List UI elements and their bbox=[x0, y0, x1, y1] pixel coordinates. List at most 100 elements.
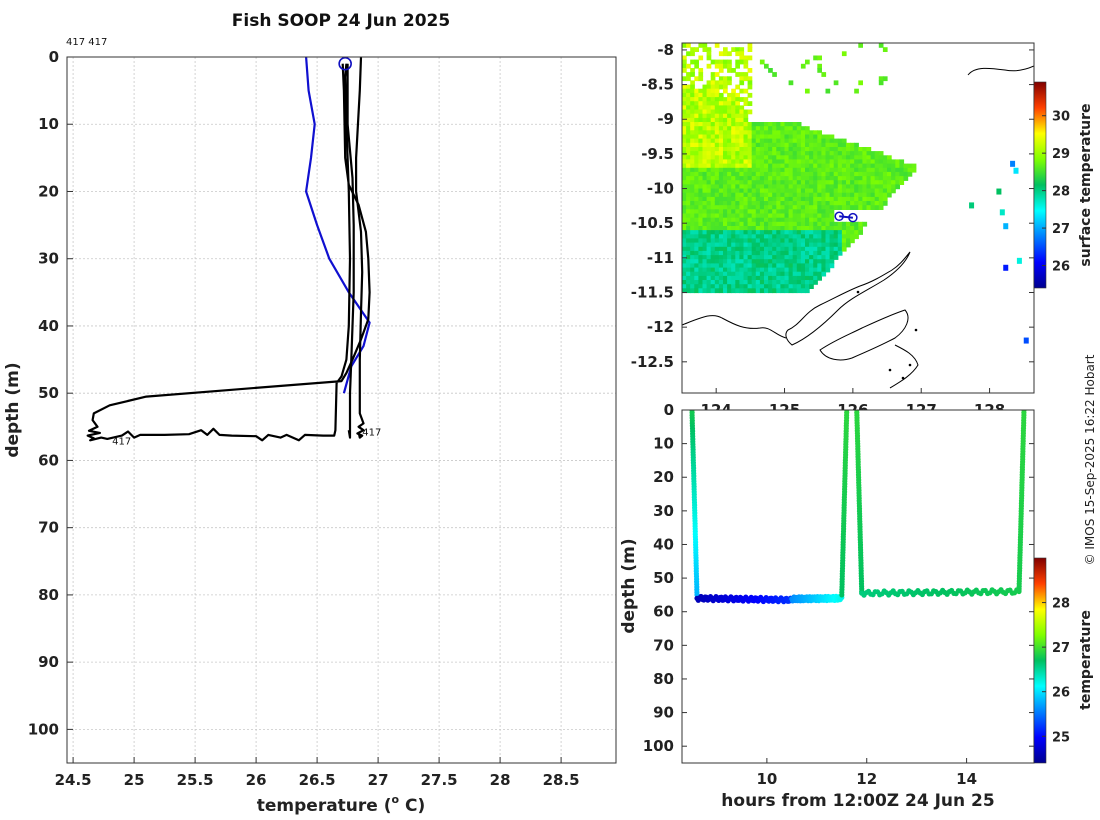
map-sst-cell bbox=[755, 130, 761, 136]
map-sst-cell bbox=[805, 184, 810, 190]
map-colorbar-tick-label: 28 bbox=[1052, 185, 1070, 200]
map-sst-cell bbox=[694, 221, 699, 227]
map-sst-cell bbox=[796, 230, 802, 235]
profile-annotation: 417 bbox=[362, 428, 381, 439]
map-sst-cell bbox=[768, 213, 773, 219]
map-sst-cell bbox=[891, 159, 896, 165]
map-sst-cell bbox=[686, 151, 691, 156]
map-sst-cell bbox=[866, 184, 872, 190]
map-sst-cell bbox=[727, 142, 732, 148]
map-sst-cell bbox=[841, 159, 847, 165]
map-sst-cell bbox=[686, 226, 691, 231]
map-sst-cell bbox=[714, 213, 720, 219]
map-sst-cell bbox=[743, 109, 749, 115]
map-sst-cell bbox=[764, 159, 769, 165]
map-sst-cell bbox=[706, 230, 712, 235]
map-sst-cell bbox=[805, 284, 810, 289]
map-sst-cell bbox=[772, 126, 777, 131]
map-sst-cell bbox=[686, 271, 691, 277]
map-sst-cell bbox=[739, 188, 745, 194]
map-sst-cell bbox=[809, 246, 814, 252]
map-sst-cell bbox=[755, 180, 761, 185]
map-sst-cell bbox=[702, 255, 708, 260]
map-sst-cell bbox=[800, 217, 806, 223]
map-sst-cell bbox=[743, 188, 749, 194]
map-sst-cell bbox=[800, 130, 806, 136]
map-sst-cell bbox=[739, 255, 745, 260]
map-sst-cell bbox=[743, 201, 749, 206]
map-sst-cell bbox=[690, 151, 695, 156]
section-x-tick-label: 12 bbox=[856, 770, 877, 788]
map-sst-cell bbox=[821, 255, 827, 260]
map-sst-cell bbox=[714, 226, 720, 231]
map-sst-cell bbox=[698, 171, 704, 177]
map-sst-cell bbox=[743, 176, 749, 181]
map-sst-cell bbox=[735, 213, 740, 219]
map-sst-cell bbox=[743, 63, 749, 69]
map-sst-cell bbox=[792, 176, 798, 181]
map-sst-cell bbox=[718, 76, 724, 82]
map-sst-cell bbox=[780, 171, 786, 177]
map-sst-cell bbox=[735, 84, 740, 90]
map-sst-cell bbox=[858, 159, 863, 165]
map-sst-cell bbox=[878, 184, 884, 190]
map-sst-cell bbox=[698, 238, 704, 244]
map-sst-cell bbox=[731, 126, 736, 131]
map-sst-cell bbox=[751, 213, 757, 219]
map-sst-cell bbox=[809, 167, 814, 173]
map-sst-cell bbox=[784, 196, 790, 202]
map-sst-cell bbox=[735, 230, 740, 235]
map-sst-cell bbox=[850, 221, 855, 227]
map-sst-cell bbox=[870, 176, 876, 181]
map-sst-cell bbox=[759, 176, 765, 181]
map-sst-cell bbox=[841, 142, 847, 148]
map-sst-cell bbox=[878, 180, 884, 185]
map-sst-cell bbox=[764, 280, 769, 285]
map-sst-cell bbox=[862, 180, 868, 185]
map-sst-cell bbox=[755, 167, 761, 173]
map-sst-cell bbox=[772, 138, 777, 144]
map-sst-cell bbox=[788, 234, 794, 240]
map-sst-cell bbox=[698, 163, 704, 169]
map-sst-cell bbox=[702, 250, 708, 256]
map-sst-cell bbox=[714, 59, 720, 65]
map-sst-cell bbox=[718, 209, 724, 215]
map-sst-cell bbox=[841, 155, 847, 161]
map-sst-cell bbox=[747, 275, 753, 281]
map-sst-cell bbox=[739, 72, 745, 77]
map-sst-cell bbox=[731, 246, 736, 252]
map-sst-cell bbox=[800, 176, 806, 181]
map-sst-cell bbox=[727, 159, 732, 165]
map-sst-cell bbox=[887, 192, 892, 198]
map-sst-cell bbox=[772, 171, 777, 177]
map-sst-cell bbox=[792, 201, 798, 206]
map-sst-cell bbox=[759, 59, 765, 65]
map-sst-cell bbox=[702, 196, 708, 202]
map-sst-cell bbox=[809, 263, 814, 269]
map-sst-cell bbox=[800, 180, 806, 185]
map-sst-cell bbox=[764, 130, 769, 136]
map-sst-cell bbox=[821, 259, 827, 264]
map-sst-cell bbox=[694, 167, 699, 173]
map-sst-cell bbox=[747, 205, 753, 210]
map-sst-cell bbox=[776, 221, 781, 227]
map-sst-cell bbox=[690, 130, 695, 136]
map-sst-cell bbox=[788, 155, 794, 161]
map-sst-cell bbox=[731, 205, 736, 210]
map-sst-cell bbox=[833, 180, 839, 185]
map-sst-cell bbox=[751, 246, 757, 252]
map-sst-cell bbox=[694, 142, 699, 148]
map-sst-cell bbox=[686, 217, 691, 223]
map-sst-cell bbox=[686, 72, 691, 77]
map-sst-cell bbox=[776, 217, 781, 223]
map-sst-cell bbox=[817, 163, 822, 169]
map-sst-cell bbox=[833, 147, 839, 152]
map-sst-cell bbox=[743, 142, 749, 148]
map-sst-cell bbox=[718, 242, 724, 248]
map-sst-cell bbox=[710, 167, 716, 173]
map-sst-cell bbox=[714, 242, 720, 248]
map-sst-cell bbox=[706, 55, 712, 61]
profile-y-tick-label: 0 bbox=[49, 48, 59, 66]
map-sst-cell bbox=[768, 238, 773, 244]
